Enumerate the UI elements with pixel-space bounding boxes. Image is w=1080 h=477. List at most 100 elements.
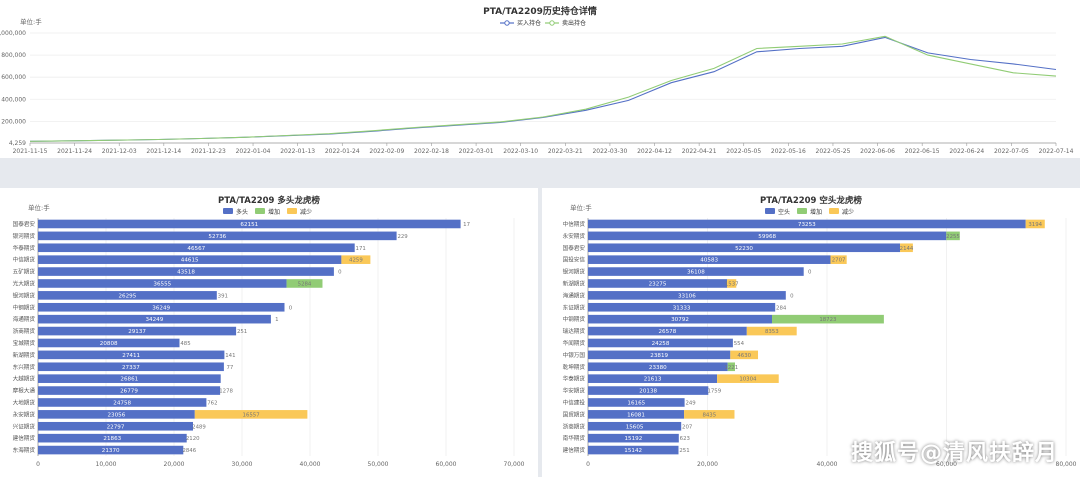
x-tick-label: 2021-12-23 — [191, 148, 226, 155]
legend-swatch-2 — [829, 208, 839, 214]
y-tick-label: 1,000,000 — [0, 30, 26, 37]
bar-change-label: 249 — [685, 400, 696, 406]
bar-change-label: 1 — [275, 317, 278, 323]
category-label: 国泰君安 — [13, 220, 36, 228]
category-label: 华闻期货 — [563, 339, 586, 347]
x-tick-label: 2022-06-06 — [860, 148, 895, 155]
bar-change-label: 171 — [356, 246, 366, 252]
bar-value-label: 52230 — [735, 246, 753, 252]
bar-main — [588, 362, 728, 372]
y-tick-label: 4,259 — [9, 140, 26, 147]
bar-change-label: 141 — [225, 353, 235, 359]
bar-change-label: 0 — [808, 270, 812, 276]
legend-swatch-0 — [765, 208, 775, 214]
bar-change-label: 1278 — [219, 389, 233, 395]
x-tick-label: 60,000 — [936, 461, 957, 468]
bar-decrease — [717, 374, 779, 383]
short-ranking-chart-panel: PTA/TA2209 空头龙虎榜 单位:手 空头 增加 减少 0 20,000 40,000 6… — [542, 188, 1080, 477]
category-label: 新湖期货 — [13, 351, 36, 359]
history-position-chart-panel: PTA/TA2209历史持仓详情 单位:手 4,259 200,000 400,000 6… — [0, 0, 1080, 158]
category-label: 华泰期货 — [13, 244, 36, 252]
bar-increase — [727, 362, 735, 372]
legend-label-2: 减少 — [842, 208, 854, 216]
bar-decrease — [830, 255, 847, 264]
x-tick-label: 2022-01-04 — [236, 148, 271, 155]
bar-value-label: 43518 — [177, 270, 195, 276]
category-label: 永安期货 — [563, 232, 586, 240]
x-tick-label: 20,000 — [164, 461, 185, 468]
bar-main — [588, 279, 728, 288]
y-tick-label: 400,000 — [1, 96, 26, 103]
bar-value-label: 33106 — [678, 293, 696, 299]
category-label: 银河期货 — [563, 268, 586, 276]
category-label: 兴证期货 — [13, 422, 36, 430]
bar-value-label: 23819 — [650, 353, 668, 359]
bar-value-label: 16165 — [627, 400, 645, 406]
bar-change-label: 762 — [207, 400, 217, 406]
bar-change-label: 229 — [397, 234, 408, 240]
bar-main — [588, 386, 709, 395]
category-label: 中银万国 — [563, 351, 586, 359]
x-tick-label: 2022-03-30 — [592, 148, 627, 155]
category-label: 东证期货 — [563, 303, 586, 311]
bar-value-label: 46567 — [187, 246, 205, 252]
bar-change-label: 0 — [338, 270, 342, 276]
bar-main — [588, 291, 786, 300]
legend-label-1: 增加 — [268, 208, 280, 216]
bar-value-label: 36555 — [153, 281, 171, 287]
bar-change-label: 485 — [180, 341, 190, 347]
bar-value-label: 26861 — [120, 377, 138, 383]
bar-main — [38, 398, 207, 407]
x-tick-label: 2021-11-15 — [13, 148, 48, 155]
series-line-1 — [29, 35, 1057, 142]
bar-value-label: 59968 — [758, 234, 776, 240]
bar-value-label: 15142 — [624, 448, 642, 454]
bar-value-label: 20138 — [639, 389, 657, 395]
legend-label-0: 空头 — [778, 208, 790, 216]
x-tick-label: 2022-04-21 — [682, 148, 717, 155]
category-label: 中信期货 — [563, 220, 586, 228]
bar-main — [38, 350, 225, 360]
bar-value-label: 15605 — [626, 424, 644, 430]
bar-main — [588, 338, 733, 348]
bar-main — [588, 219, 1026, 229]
bar-increase — [286, 279, 323, 288]
bar-change-label: 18723 — [819, 317, 836, 323]
bar-main — [38, 267, 334, 276]
bar-change-label: 1759 — [707, 389, 721, 395]
bar-value-label: 26779 — [120, 389, 138, 395]
x-tick-label: 2022-01-24 — [325, 148, 360, 155]
x-tick-label: 2022-07-14 — [1039, 148, 1074, 155]
bar-change-label: 3194 — [1028, 222, 1042, 228]
bar-main — [38, 410, 195, 419]
bar-change-label: 251 — [237, 329, 247, 335]
bar-main — [588, 231, 947, 241]
bar-change-label: 77 — [226, 365, 233, 371]
watermark-text: 搜狐号@清风扶辞月 — [850, 441, 1058, 466]
bar-value-label: 52736 — [208, 234, 226, 240]
bar-value-label: 21613 — [644, 377, 662, 383]
x-tick-label: 40,000 — [300, 461, 321, 468]
x-tick-label: 0 — [586, 461, 590, 468]
bar-value-label: 30792 — [671, 317, 689, 323]
bar-main — [588, 374, 718, 383]
bar-main — [38, 338, 180, 348]
x-tick-label: 60,000 — [436, 461, 457, 468]
bar-main — [588, 421, 682, 431]
x-tick-label: 2022-04-12 — [637, 148, 672, 155]
bar-value-label: 31333 — [673, 305, 691, 311]
bar-main — [588, 410, 685, 419]
x-tick-label: 2022-07-05 — [994, 148, 1029, 155]
bar-change-label: 4630 — [737, 353, 751, 359]
category-label: 中钢期货 — [563, 315, 586, 323]
bar-main — [588, 302, 776, 312]
y-tick-label: 600,000 — [1, 74, 26, 81]
x-tick-label: 70,000 — [504, 461, 525, 468]
x-tick-label: 2022-03-01 — [459, 148, 494, 155]
bar-value-label: 44615 — [181, 258, 199, 264]
category-label: 银河期货 — [13, 291, 36, 299]
bar-main — [38, 291, 217, 300]
category-label: 中信期货 — [13, 256, 36, 264]
bar-main — [588, 243, 901, 253]
